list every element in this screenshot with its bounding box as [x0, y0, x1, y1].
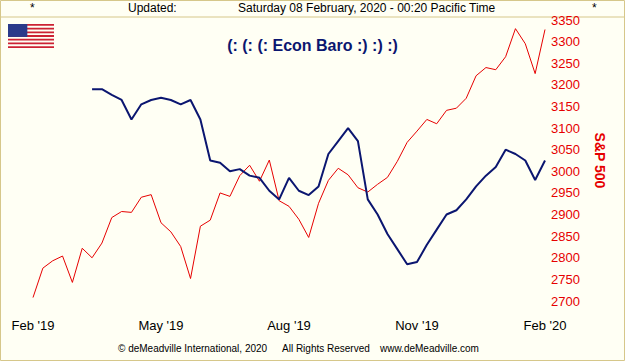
svg-text:Feb '19: Feb '19 [12, 318, 55, 333]
svg-text:*: * [30, 1, 35, 15]
svg-text:Feb '20: Feb '20 [524, 318, 567, 333]
svg-text:© deMeadville International, 2: © deMeadville International, 2020 [118, 343, 268, 354]
svg-text:3250: 3250 [551, 56, 580, 71]
svg-text:(: (: (: Econ Baro :) :) :): (: (: (: Econ Baro :) :) :) [227, 37, 398, 54]
svg-text:2800: 2800 [551, 250, 580, 265]
svg-text:S&P 500: S&P 500 [592, 133, 608, 189]
svg-text:*: * [592, 1, 597, 15]
svg-text:May '19: May '19 [138, 318, 183, 333]
svg-text:Updated:: Updated: [128, 1, 177, 15]
svg-text:2950: 2950 [551, 185, 580, 200]
svg-text:3350: 3350 [551, 13, 580, 28]
svg-text:3000: 3000 [551, 164, 580, 179]
svg-text:2850: 2850 [551, 229, 580, 244]
svg-text:3100: 3100 [551, 121, 580, 136]
svg-text:3150: 3150 [551, 99, 580, 114]
svg-text:2750: 2750 [551, 272, 580, 287]
svg-text:3050: 3050 [551, 142, 580, 157]
svg-text:Aug '19: Aug '19 [267, 318, 311, 333]
svg-text:2700: 2700 [551, 294, 580, 309]
svg-text:All Rights Reserved: All Rights Reserved [282, 343, 370, 354]
svg-text:2900: 2900 [551, 207, 580, 222]
svg-text:Nov '19: Nov '19 [395, 318, 439, 333]
svg-text:3200: 3200 [551, 77, 580, 92]
svg-text:www.deMeadville.com: www.deMeadville.com [379, 343, 479, 354]
svg-text:Saturday 08 February, 2020 - 0: Saturday 08 February, 2020 - 00:20 Pacif… [238, 1, 496, 15]
svg-text:3300: 3300 [551, 34, 580, 49]
